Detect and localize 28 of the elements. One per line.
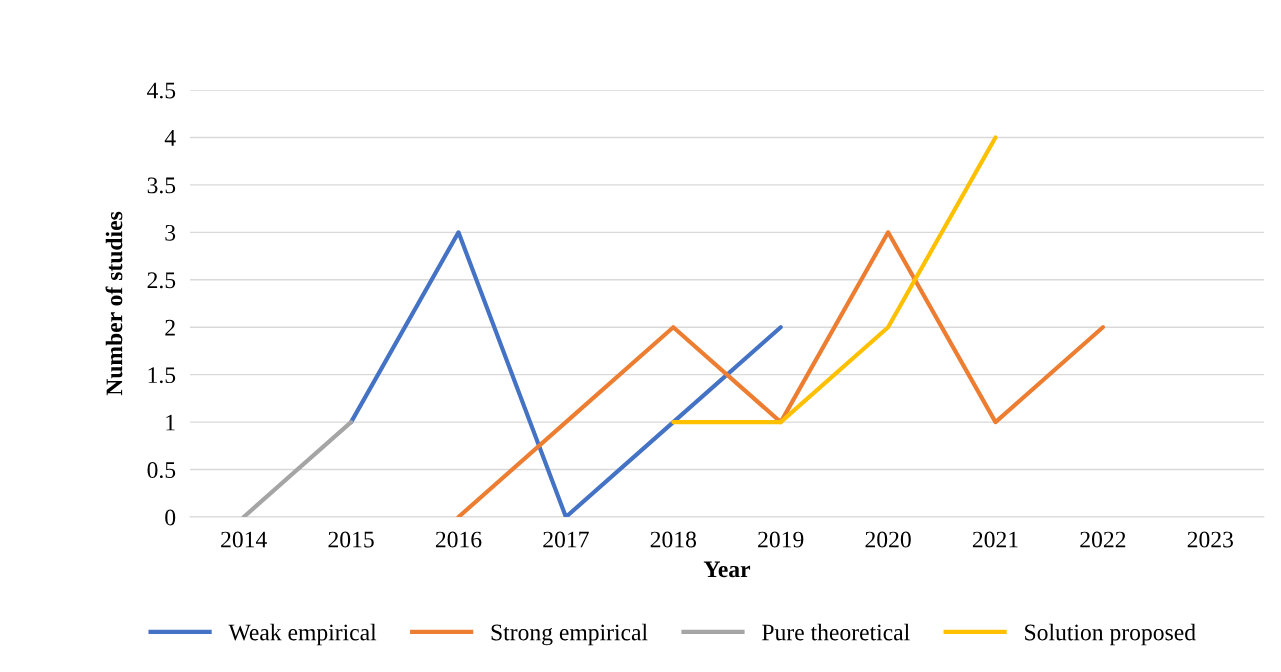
x-tick-label: 2022 [1080,531,1126,548]
x-tick-label: 2017 [543,531,589,548]
y-tick-label: 0.5 [147,462,176,479]
line-series [349,230,783,517]
y-tick-label: 1 [166,414,175,431]
y-tick-label: 2.5 [147,272,176,289]
legend-label: Weak empirical [228,623,377,646]
y-axis-title: Number of studies [105,211,123,396]
line-series [456,230,1105,517]
y-tick-label: 4 [164,130,176,146]
legend-label: Solution proposed [1025,623,1196,646]
x-tick-label: 2014 [221,531,267,548]
y-tick-label: 3 [165,224,176,241]
y-tick-label: 0 [165,509,176,526]
y-tick-label: 4.5 [147,82,176,99]
x-tick-label: 2016 [435,531,482,548]
x-tick-label: 2015 [328,531,374,548]
legend-label: Strong empirical [491,623,648,646]
y-tick-label: 2 [165,319,175,336]
x-tick-label: 2023 [1187,531,1233,548]
x-tick-label: 2018 [650,531,697,548]
y-tick-label: 1.5 [148,367,176,384]
y-tick-label: 3.5 [147,177,176,194]
x-tick-label: 2019 [758,531,804,548]
x-tick-label: 2021 [972,531,1018,548]
x-tick-label: 2020 [865,531,911,548]
x-axis-title: Year [703,561,751,578]
legend-label: Pure theoretical [762,623,910,641]
